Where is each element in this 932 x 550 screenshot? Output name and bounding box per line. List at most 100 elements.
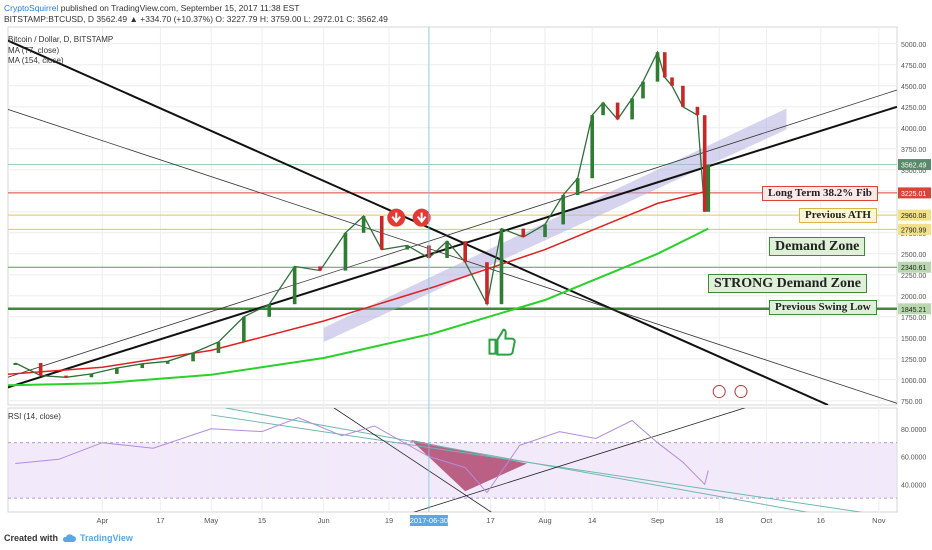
price-tag-label: 2790.99 [901,227,926,234]
price-candle [615,102,620,120]
y-tick-label: 4750.00 [901,63,926,70]
footer-credit: Created with TradingView [4,533,133,543]
price-candle [361,216,366,233]
price-candle [379,216,384,250]
y-tick-label: 4500.00 [901,84,926,91]
publish-info: published on TradingView.com, September … [60,3,300,13]
y-tick-label: 1500.00 [901,336,926,343]
price-tag-label: 1845.21 [901,307,926,314]
previous-ath-annotation: Previous ATH [799,208,877,223]
chart-title: Bitcoin / Dollar, D, BITSTAMP [8,35,114,44]
x-tick-label: Apr [97,516,109,525]
price-tag [898,261,931,273]
price-candle [681,85,685,107]
upper-trend-line [8,89,897,378]
symbol-line: BITSTAMP:BTCUSD, D 3562.49 ▲ +334.70 (+1… [4,14,388,24]
price-candle [670,77,674,86]
down-arrow-glyph [391,212,402,224]
strong-demand-zone-annotation: STRONG Demand Zone [708,274,868,293]
y-tick-label: 5000.00 [901,42,926,49]
ma77-label: MA (77, close) [8,46,60,55]
rsi-pane [15,408,864,512]
rsi-support-line [413,408,746,512]
x-tick-label: 2017-06-30 [410,516,448,525]
price-candle [292,266,297,305]
x-tick-label: May [204,516,218,525]
price-tag [898,159,931,171]
price-candle [630,98,634,120]
price-candle [590,115,594,179]
ma77-line [8,190,709,375]
fib-annotation: Long Term 38.2% Fib [762,186,878,201]
x-tick-label: Nov [872,516,886,525]
x-tick-label: Oct [761,516,774,525]
price-candle [405,245,409,250]
price-candle [165,361,170,364]
event-flag-icon [712,385,726,399]
price-tag [898,187,931,199]
y-tick-label: 1750.00 [901,315,926,322]
price-candle [64,375,68,378]
price-candle [485,262,489,305]
price-candle [343,232,348,271]
thumb-cuff [488,338,497,355]
x-tick-label: 19 [385,516,393,525]
y-tick-label: 750.00 [901,399,923,406]
x-tick-label: 17 [486,516,494,525]
thumbs-up-icon [488,328,516,356]
price-tag [898,209,931,221]
price-pane-frame [7,26,898,406]
price-candle [242,316,246,342]
y-tick-label: 1250.00 [901,357,926,364]
y-tick-label: 3750.00 [901,147,926,154]
price-tag-label: 3562.49 [901,163,926,170]
ma154-label: MA (154, close) [8,56,64,65]
y-tick-label: 4250.00 [901,105,926,112]
author-link[interactable]: CryptoSquirrel [4,3,59,13]
x-tick-label: 16 [817,516,825,525]
x-tick-label: 18 [715,516,723,525]
price-candle [115,368,119,374]
y-tick-label: 2250.00 [901,273,926,280]
rsi-triangle [410,439,527,492]
price-candle [89,373,94,378]
price-candle [463,241,467,263]
x-tick-label: 17 [156,516,164,525]
demand-zone-annotation: Demand Zone [769,237,866,256]
cloud-icon [62,533,77,542]
y-tick-label: 2500.00 [901,252,926,259]
price-candle [543,224,547,237]
chart-axes: Apr 17 May 15 Jun 19 2017-06-30 17 Aug 14 Sep 18 Oct… [97,27,931,526]
price-candle [318,266,322,271]
y-tick-label: 3500.00 [901,168,926,175]
rsi-resistance-line [333,408,492,512]
price-candle [445,241,449,258]
price-candle [521,228,526,237]
parallel-channel [323,108,787,342]
publish-line: CryptoSquirrel published on TradingView.… [4,3,300,13]
price-candle [655,52,660,82]
price-candle [706,164,711,212]
price-candle [38,363,43,376]
price-candle [140,363,145,369]
event-flag-icon [734,385,748,399]
price-tag-label: 2960.08 [901,213,926,220]
previous-swing-low-annotation: Previous Swing Low [769,300,877,315]
price-candle [561,195,565,225]
y-tick-label: 4000.00 [901,126,926,133]
crosshair-date-box [409,515,448,526]
rsi-drawings [15,408,864,512]
price-tag [898,223,931,235]
x-tick-label: Jun [318,516,330,525]
price-candle [575,178,580,195]
x-tick-label: Aug [538,516,551,525]
thumb-hand [496,328,516,356]
tradingview-logo-text[interactable]: TradingView [80,533,133,543]
rsi-title: RSI (14, close) [8,412,61,421]
price-tag-label: 3225.01 [901,191,926,198]
price-drawings [8,39,897,405]
price-candle [662,52,667,78]
rsi-tick-label: 60.0000 [901,455,926,462]
